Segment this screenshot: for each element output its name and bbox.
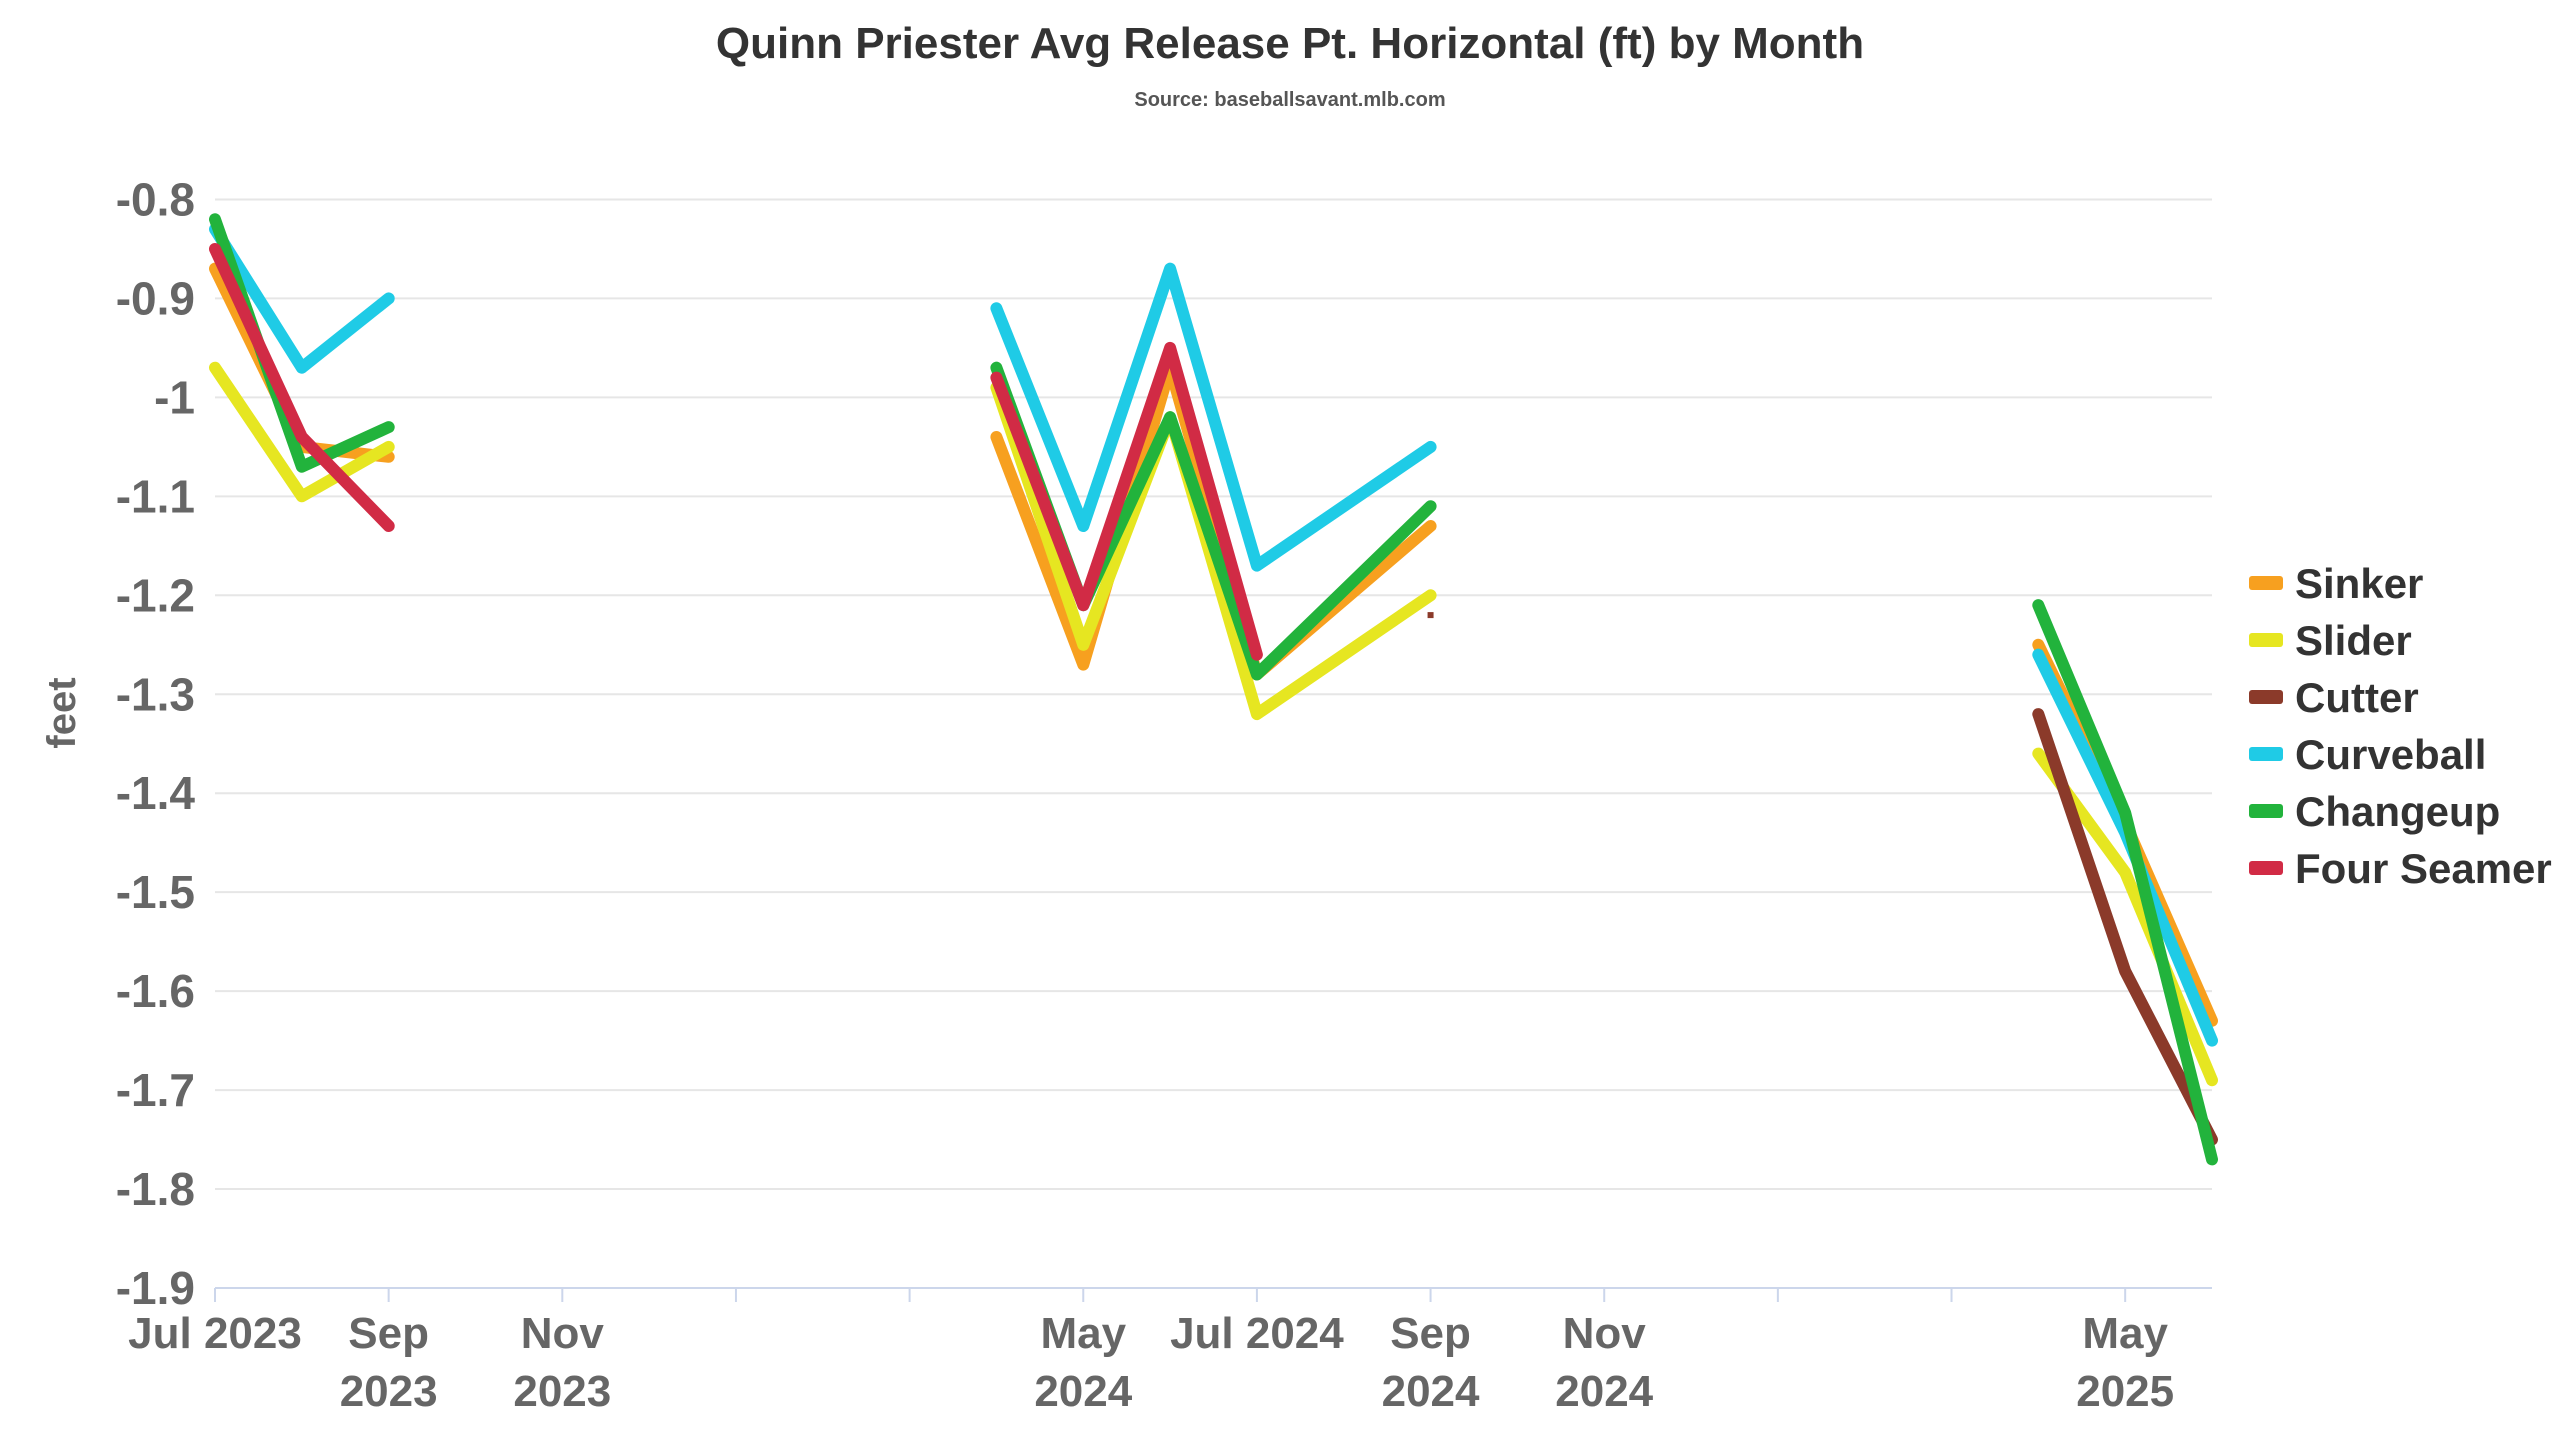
series-line-segment: [209, 361, 395, 503]
y-tick-label: -1.3: [116, 668, 195, 720]
series-line-segment: [209, 262, 395, 463]
y-tick-label: -1.7: [116, 1064, 195, 1116]
x-tick-label: Jul 2023: [128, 1309, 302, 1358]
series-lines: [209, 213, 2218, 1166]
legend-item[interactable]: Curveball: [2249, 731, 2486, 778]
y-tick-label: -1.2: [116, 569, 195, 621]
x-tick-label: 2025: [2076, 1367, 2174, 1416]
y-tick-label: -1.8: [116, 1163, 195, 1215]
series-line-segment: [2032, 708, 2218, 1146]
gridlines: [215, 198, 2212, 1191]
y-tick-label: -1.9: [116, 1262, 195, 1314]
legend-label: Slider: [2295, 617, 2412, 664]
y-tick-label: -1.5: [116, 866, 195, 918]
x-tick-label: 2024: [1382, 1367, 1480, 1416]
legend-label: Curveball: [2295, 731, 2486, 778]
series-four-seamer: [209, 243, 1263, 661]
series-line-segment: [2032, 599, 2218, 1166]
chart-title: Quinn Priester Avg Release Pt. Horizonta…: [716, 19, 1864, 68]
legend-item[interactable]: Slider: [2249, 617, 2412, 664]
legend-swatch: [2249, 861, 2283, 875]
legend-swatch: [2249, 804, 2283, 818]
chart-subtitle: Source: baseballsavant.mlb.com: [1134, 89, 1445, 111]
y-axis-title: feet: [40, 677, 84, 748]
x-tick-label: Sep: [348, 1309, 429, 1358]
x-tick-label: May: [2082, 1309, 2168, 1358]
series-cutter: [1427, 612, 2218, 1146]
y-tick-label: -1: [154, 371, 195, 423]
x-tick-label: 2023: [513, 1367, 611, 1416]
series-line-segment: [209, 243, 395, 532]
x-tick-label: Jul 2024: [1170, 1309, 1344, 1358]
series-curveball: [209, 223, 2218, 1047]
legend-item[interactable]: Four Seamer: [2249, 845, 2552, 892]
legend-swatch: [2249, 633, 2283, 647]
legend-label: Cutter: [2295, 674, 2419, 721]
legend-swatch: [2249, 576, 2283, 590]
legend: Sinker Slider Cutter Curveball Changeup Four …: [2249, 560, 2552, 892]
legend-label: Sinker: [2295, 560, 2423, 607]
series-changeup: [209, 213, 2218, 1166]
legend-swatch: [2249, 747, 2283, 761]
y-axis: -0.8 -0.9 -1 -1.1 -1.2 -1.3 -1.4 -1.5 -1.6 -1.7 -1…: [116, 173, 196, 1314]
x-tick-label: 2024: [1555, 1367, 1653, 1416]
y-tick-label: -0.9: [116, 272, 195, 324]
series-slider: [209, 361, 2218, 1087]
series-line-segment: [990, 341, 1263, 661]
legend-item[interactable]: Cutter: [2249, 674, 2419, 721]
legend-label: Changeup: [2295, 788, 2500, 835]
series-sinker: [209, 262, 2218, 1027]
legend-label: Four Seamer: [2295, 845, 2552, 892]
y-tick-label: -0.8: [116, 173, 195, 225]
x-tick-label: Sep: [1390, 1309, 1471, 1358]
x-tick-label: 2023: [340, 1367, 438, 1416]
x-axis: Jul 2023 Sep 2023 Nov 2023 May 2024 Jul 2024 Sep…: [128, 1287, 2212, 1416]
legend-swatch: [2249, 690, 2283, 704]
legend-item[interactable]: Sinker: [2249, 560, 2423, 607]
x-tick-label: Nov: [521, 1309, 605, 1358]
legend-item[interactable]: Changeup: [2249, 788, 2500, 835]
y-tick-label: -1.4: [116, 767, 196, 819]
x-tick-label: Nov: [1563, 1309, 1647, 1358]
series-line-segment: [209, 223, 395, 374]
y-tick-label: -1.1: [116, 470, 195, 522]
x-tick-label: May: [1040, 1309, 1126, 1358]
data-point: [1427, 612, 1434, 619]
x-tick-label: 2024: [1034, 1367, 1132, 1416]
y-tick-label: -1.6: [116, 965, 195, 1017]
series-line-segment: [990, 262, 1437, 572]
